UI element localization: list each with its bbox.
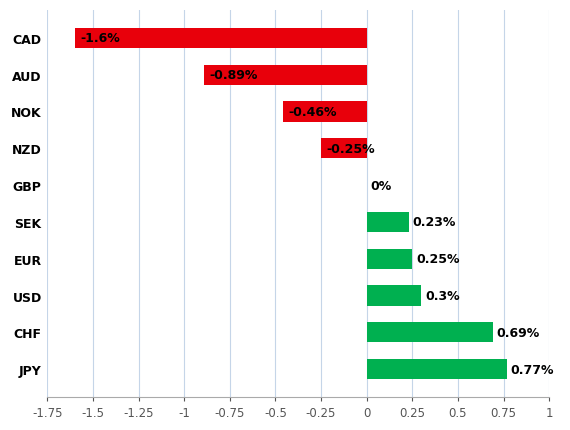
Text: 0.69%: 0.69% [496, 326, 539, 339]
Text: 0.77%: 0.77% [511, 363, 554, 376]
Bar [367, 212, 409, 233]
Bar [367, 249, 412, 269]
Bar [367, 286, 421, 306]
Bar [283, 102, 367, 122]
Text: 0%: 0% [370, 179, 392, 192]
Bar [75, 29, 367, 49]
Bar [204, 65, 367, 86]
Text: 0.25%: 0.25% [416, 252, 459, 266]
Bar [321, 139, 367, 159]
Bar [367, 322, 492, 343]
Text: -0.46%: -0.46% [288, 106, 337, 119]
Text: 0.3%: 0.3% [425, 289, 459, 302]
Text: -0.89%: -0.89% [210, 69, 258, 82]
Text: -1.6%: -1.6% [80, 32, 120, 45]
Bar [367, 359, 507, 379]
Text: 0.23%: 0.23% [412, 216, 455, 229]
Text: -0.25%: -0.25% [327, 142, 375, 155]
